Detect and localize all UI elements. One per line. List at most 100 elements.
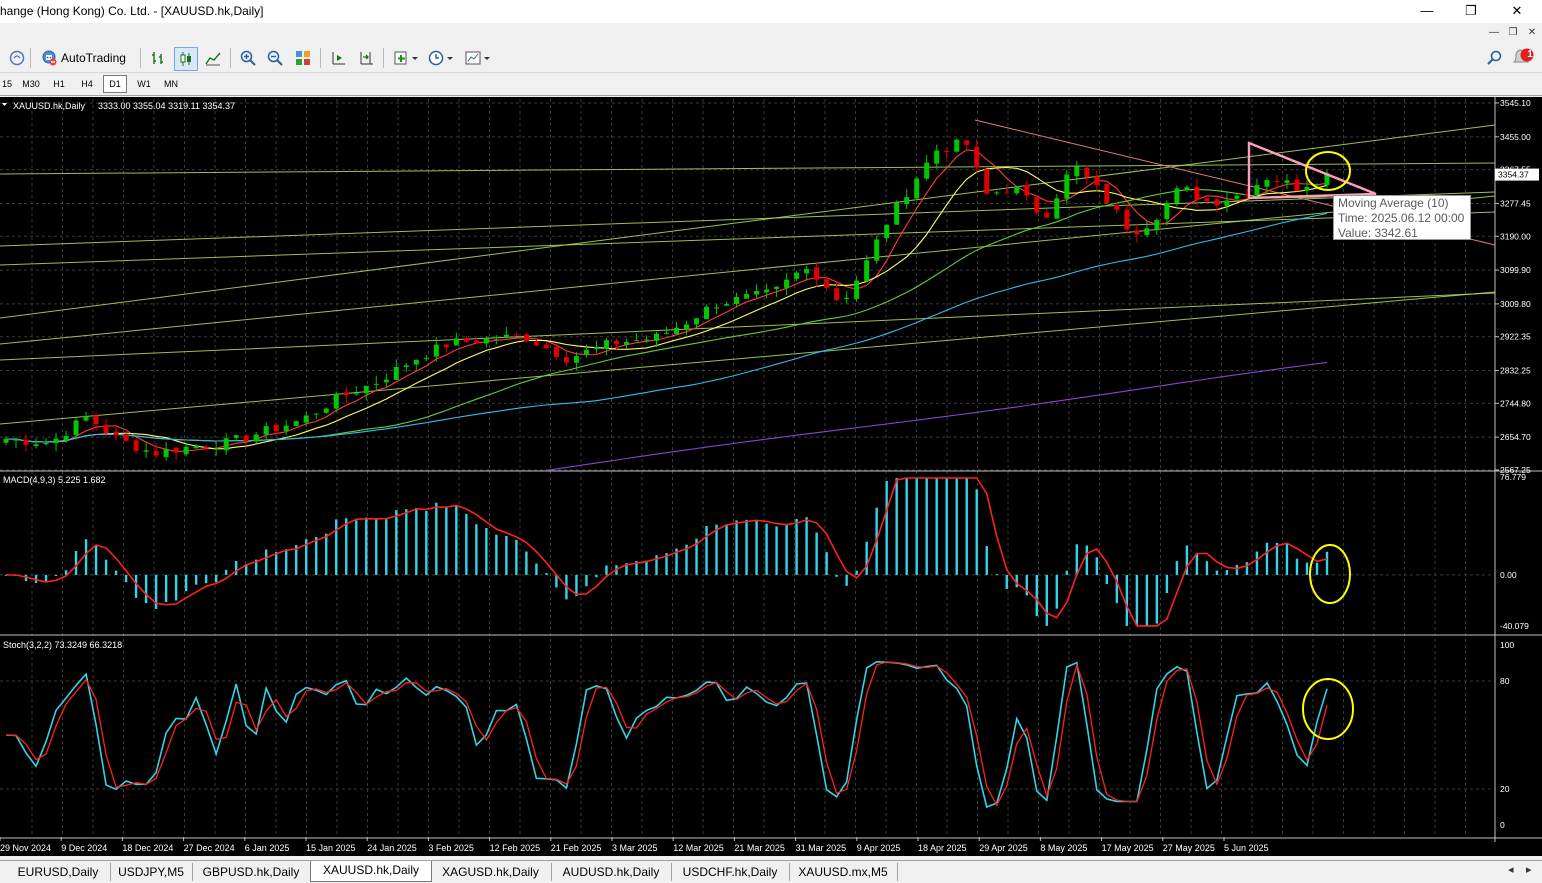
candle	[353, 385, 359, 396]
macd-bar	[1175, 561, 1179, 575]
candle	[523, 333, 529, 343]
macd-bar	[745, 519, 748, 575]
candle	[1174, 185, 1180, 207]
child-restore-button[interactable]: ❐	[1508, 27, 1518, 38]
macd-bar	[575, 574, 578, 597]
zoom-out-icon[interactable]	[264, 47, 286, 69]
timeframe-d1[interactable]: D1	[103, 75, 127, 93]
chart-tab-xagusd-hk-daily[interactable]: XAGUSD.hk,Daily	[430, 863, 552, 881]
macd-bar	[1225, 570, 1229, 575]
macd-bar	[335, 519, 338, 575]
time-axis-label: 3 Mar 2025	[612, 843, 658, 853]
toolbar: AutoTrading 1	[0, 43, 1542, 73]
candle	[1164, 200, 1170, 226]
time-axis-label: 9 Dec 2024	[61, 843, 107, 853]
main-chart-ohlc: 3333.00 3355.04 3319.11 3354.37	[98, 101, 235, 111]
price-label: 2744.80	[1500, 398, 1531, 408]
channel-line	[0, 191, 1496, 247]
candle	[33, 438, 39, 449]
candle	[643, 335, 649, 344]
chart-tab-xauusd-mx-m5[interactable]: XAUUSD.mx,M5	[789, 863, 898, 881]
candle	[243, 434, 249, 446]
tile-icon[interactable]	[292, 47, 314, 69]
candle	[203, 444, 209, 452]
search-icon[interactable]	[1484, 47, 1506, 69]
macd-bar	[1275, 542, 1279, 575]
candle	[1114, 202, 1120, 214]
autotrading-icon	[42, 50, 57, 66]
chart-canvas[interactable]: 3545.103455.003367.553277.453190.003099.…	[0, 97, 1542, 856]
chart-tab-audusd-hk-daily[interactable]: AUDUSD.hk,Daily	[551, 863, 672, 881]
timeframe-bar: 15 M30 H1 H4 D1 W1 MN	[0, 73, 1542, 96]
candle	[1054, 194, 1060, 219]
zoom-in-icon[interactable]	[237, 47, 259, 69]
macd-bar	[685, 544, 688, 575]
macd-bar	[94, 544, 98, 575]
macd-bar	[935, 477, 938, 575]
macd-bar	[485, 528, 488, 575]
tab-scroll-left[interactable]: ◂	[1508, 864, 1514, 876]
minimize-button[interactable]: —	[1420, 3, 1434, 18]
time-axis-label: 17 May 2025	[1102, 843, 1154, 853]
chart-tab-gbpusd-hk-daily[interactable]: GBPUSD.hk,Daily	[192, 863, 311, 881]
macd-bar	[1205, 561, 1209, 575]
candle	[734, 292, 740, 308]
periods-icon[interactable]	[425, 47, 459, 69]
macd-bar	[1215, 570, 1219, 575]
bar-chart-icon[interactable]	[147, 47, 169, 69]
macd-bar	[1245, 562, 1249, 575]
macd-bar	[1145, 574, 1149, 626]
timeframe-mn[interactable]: MN	[164, 79, 178, 89]
line-chart-icon[interactable]	[202, 47, 224, 69]
candle	[373, 375, 379, 392]
scroll-end-icon[interactable]	[327, 47, 349, 69]
connect-icon[interactable]	[6, 47, 28, 69]
chart-shift-icon[interactable]	[355, 47, 377, 69]
macd-bar	[525, 551, 528, 575]
current-price-label: 3354.37	[1498, 170, 1529, 180]
candle	[463, 335, 469, 343]
macd-bar	[234, 560, 238, 575]
templates-icon[interactable]	[462, 47, 496, 69]
candle	[1194, 178, 1200, 208]
child-minimize-button[interactable]: —	[1489, 27, 1499, 38]
candle	[894, 200, 900, 225]
timeframe-h4[interactable]: H4	[81, 79, 93, 89]
macd-bar	[275, 552, 278, 575]
macd-bar	[855, 570, 858, 575]
candle	[343, 386, 349, 403]
child-close-button[interactable]: ✕	[1527, 27, 1537, 38]
notification-icon[interactable]: 1	[1510, 47, 1534, 69]
candlestick-icon[interactable]	[174, 47, 198, 71]
chart-tab-xauusd-hk-daily[interactable]: XAUUSD.hk,Daily	[310, 861, 432, 882]
candle	[443, 343, 449, 353]
time-axis-label: 24 Jan 2025	[367, 843, 417, 853]
autotrading-button[interactable]: AutoTrading	[36, 47, 130, 69]
macd-bar	[315, 537, 318, 575]
maximize-button[interactable]: ❐	[1465, 3, 1477, 18]
macd-bar	[785, 523, 788, 575]
close-button[interactable]: ✕	[1511, 3, 1523, 18]
macd-bar	[605, 565, 608, 575]
tab-scroll-right[interactable]: ▸	[1526, 864, 1532, 876]
macd-label: MACD(4,9,3) 5.225 1.682	[3, 475, 106, 485]
indicators-icon[interactable]	[390, 47, 424, 69]
timeframe-w1[interactable]: W1	[137, 79, 151, 89]
macd-bar	[805, 517, 808, 575]
chart-tab-usdjpy-m5[interactable]: USDJPY,M5	[110, 863, 193, 881]
chart-tab-usdchf-hk-daily[interactable]: USDCHF.hk,Daily	[671, 863, 790, 881]
timeframe-m30[interactable]: M30	[22, 79, 40, 89]
candle	[423, 355, 429, 362]
macd-bar	[925, 477, 928, 575]
time-axis-label: 12 Feb 2025	[490, 843, 541, 853]
channel-line	[0, 124, 1496, 319]
candle	[1074, 160, 1080, 185]
timeframe-h1[interactable]: H1	[53, 79, 65, 89]
chart-window[interactable]: 3545.103455.003367.553277.453190.003099.…	[0, 97, 1542, 856]
time-axis-label: 29 Apr 2025	[979, 843, 1028, 853]
candle	[543, 341, 549, 349]
stoch-d-line	[5, 661, 1328, 807]
timeframe-15[interactable]: 15	[1, 79, 12, 89]
macd-bar	[645, 560, 648, 575]
chart-tab-eurusd-daily[interactable]: EURUSD,Daily	[6, 863, 111, 881]
